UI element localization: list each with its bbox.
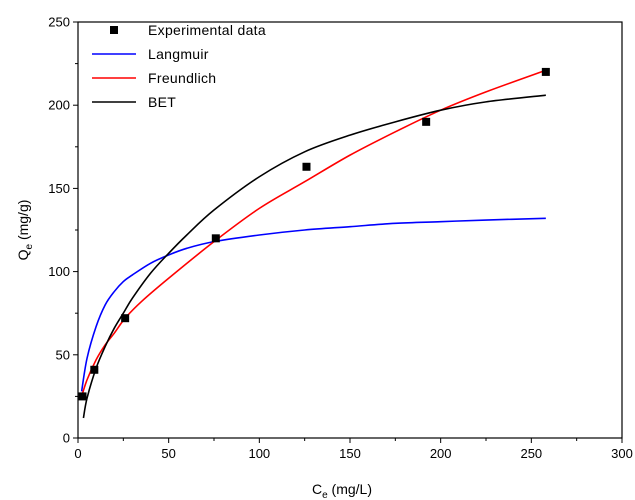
experimental-points: [78, 67, 550, 401]
data-point: [121, 314, 130, 323]
x-tick-label: 200: [430, 446, 452, 461]
x-tick-label: 150: [339, 446, 361, 461]
x-axis: 0 50 100 150 200 250 300: [74, 438, 633, 461]
legend-label: Langmuir: [148, 46, 209, 62]
y-axis: 0 50 100 150 200 250: [48, 15, 78, 446]
legend-label: Freundlich: [148, 70, 216, 86]
x-tick-label: 50: [161, 446, 175, 461]
x-tick-label: 300: [611, 446, 633, 461]
y-tick-label: 150: [48, 181, 70, 196]
data-point: [211, 234, 220, 243]
y-tick-label: 50: [56, 347, 70, 362]
x-tick-label: 0: [74, 446, 81, 461]
data-point: [422, 117, 431, 126]
legend-swatch-experimental: [110, 26, 118, 34]
data-point: [78, 392, 87, 401]
data-point: [90, 365, 99, 374]
data-point: [541, 67, 550, 76]
y-tick-label: 200: [48, 98, 70, 113]
legend-label: Experimental data: [148, 22, 266, 38]
fitted-curves: [80, 69, 547, 419]
y-tick-label: 250: [48, 15, 70, 30]
x-axis-title: Ce (mg/L): [312, 481, 372, 500]
x-tick-label: 250: [520, 446, 542, 461]
curve-langmuir: [80, 217, 546, 392]
x-tick-label: 100: [248, 446, 270, 461]
curve-bet: [82, 94, 546, 419]
curve-freundlich: [80, 69, 547, 397]
legend-label: BET: [148, 94, 176, 110]
legend: Experimental data Langmuir Freundlich BET: [92, 22, 266, 110]
y-tick-label: 0: [63, 431, 70, 446]
y-axis-title: Qe (mg/g): [15, 200, 35, 261]
y-tick-label: 100: [48, 264, 70, 279]
data-point: [302, 162, 311, 171]
